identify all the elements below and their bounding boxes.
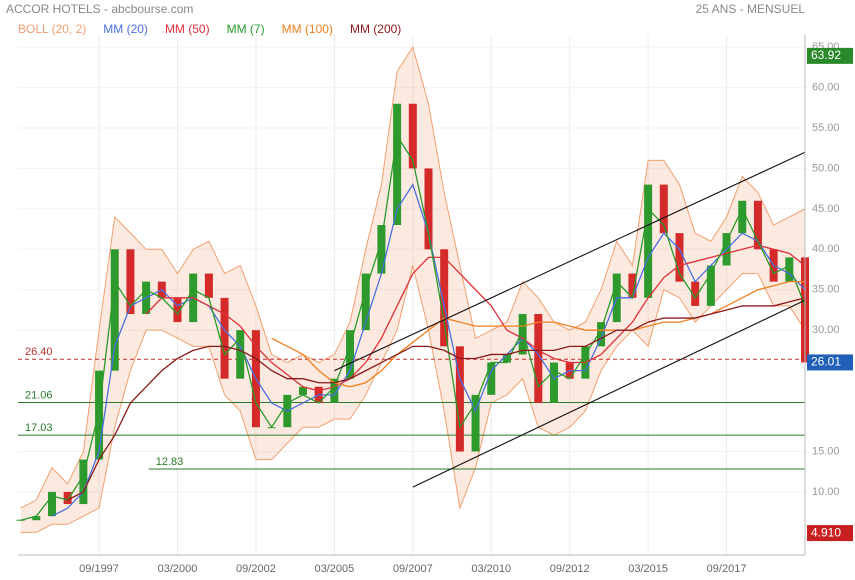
candle bbox=[393, 103, 402, 226]
candle bbox=[408, 103, 417, 169]
price-tag bbox=[807, 525, 853, 542]
candle bbox=[95, 370, 104, 460]
candle bbox=[110, 249, 119, 371]
legend-entry: MM (100) bbox=[282, 22, 333, 36]
trend-line bbox=[412, 299, 806, 488]
candle bbox=[79, 459, 88, 505]
x-tick-label: 09/2017 bbox=[707, 563, 747, 575]
candle bbox=[377, 225, 386, 274]
level-label: 17.03 bbox=[25, 422, 53, 434]
candle bbox=[126, 249, 135, 315]
candle bbox=[346, 330, 355, 379]
candle bbox=[534, 314, 543, 403]
y-tick-label: 10.00 bbox=[812, 486, 840, 498]
candle bbox=[738, 200, 747, 234]
y-tick-label: 50.00 bbox=[812, 162, 840, 174]
candle bbox=[47, 491, 56, 517]
price-tag-label: 26.01 bbox=[811, 355, 841, 369]
moving-average bbox=[271, 281, 805, 388]
candle bbox=[691, 281, 700, 306]
candle bbox=[298, 386, 307, 395]
candle bbox=[424, 168, 433, 250]
candle bbox=[597, 322, 606, 347]
price-tag bbox=[807, 354, 853, 371]
legend-entry: BOLL (20, 2) bbox=[18, 22, 86, 36]
candle bbox=[644, 184, 653, 298]
y-tick-label: 35.00 bbox=[812, 284, 840, 296]
candle bbox=[63, 491, 72, 505]
legend-entry: MM (50) bbox=[165, 22, 210, 36]
candle bbox=[628, 273, 637, 298]
price-tag-label: 63.92 bbox=[811, 48, 841, 62]
candle bbox=[518, 314, 527, 355]
candle bbox=[440, 249, 449, 347]
level-label: 12.83 bbox=[156, 456, 184, 468]
x-tick-label: 03/2010 bbox=[471, 563, 511, 575]
candle bbox=[32, 516, 41, 521]
x-tick-label: 09/2007 bbox=[393, 563, 433, 575]
candle bbox=[361, 273, 370, 331]
level-label: 21.06 bbox=[25, 389, 53, 401]
moving-average bbox=[145, 244, 806, 392]
x-tick-label: 09/2012 bbox=[550, 563, 590, 575]
level-label: 26.40 bbox=[25, 346, 53, 358]
y-tick-label: 60.00 bbox=[812, 81, 840, 93]
candle bbox=[455, 346, 464, 452]
x-tick-label: 03/2015 bbox=[628, 563, 668, 575]
candle bbox=[549, 362, 558, 403]
candle bbox=[204, 273, 213, 298]
y-tick-label: 40.00 bbox=[812, 243, 840, 255]
x-tick-label: 09/1997 bbox=[79, 563, 119, 575]
price-tag bbox=[807, 47, 853, 64]
legend-entry: MM (200) bbox=[350, 22, 401, 36]
x-tick-label: 03/2005 bbox=[314, 563, 354, 575]
y-tick-label: 15.00 bbox=[812, 445, 840, 457]
bollinger-upper bbox=[20, 45, 806, 509]
candle bbox=[220, 297, 229, 379]
x-tick-label: 03/2000 bbox=[158, 563, 198, 575]
chart-title: ACCOR HOTELS - abcbourse.com bbox=[6, 2, 193, 16]
legend-entry: MM (20) bbox=[103, 22, 148, 36]
candle bbox=[753, 200, 762, 250]
moving-average bbox=[67, 297, 806, 501]
bollinger-lower bbox=[20, 265, 806, 533]
candle bbox=[471, 394, 480, 452]
moving-average bbox=[20, 134, 806, 521]
trend-line bbox=[334, 151, 806, 372]
chart-period: 25 ANS - MENSUEL bbox=[696, 2, 806, 16]
y-tick-label: 30.00 bbox=[812, 324, 840, 336]
candle bbox=[706, 265, 715, 306]
price-tag-label: 4.910 bbox=[811, 525, 841, 539]
candle bbox=[785, 257, 794, 282]
candle bbox=[330, 378, 339, 403]
candle bbox=[675, 233, 684, 282]
y-tick-label: 45.00 bbox=[812, 203, 840, 215]
candle bbox=[659, 184, 668, 234]
x-tick-label: 09/2002 bbox=[236, 563, 276, 575]
candle bbox=[502, 354, 511, 363]
candle bbox=[487, 362, 496, 395]
legend-entry: MM (7) bbox=[227, 22, 265, 36]
candle bbox=[236, 330, 245, 379]
candle bbox=[173, 297, 182, 323]
y-tick-label: 55.00 bbox=[812, 122, 840, 134]
